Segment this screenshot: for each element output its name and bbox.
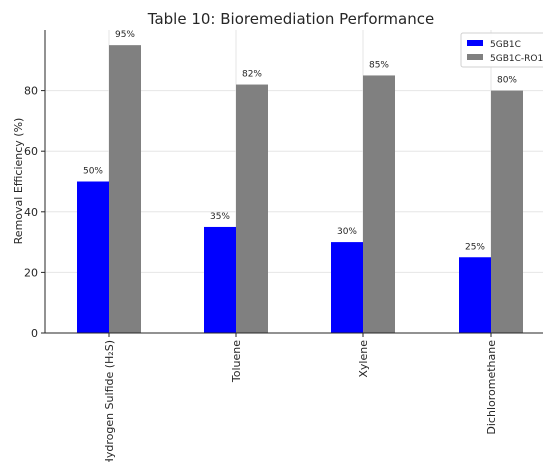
bar-value-label: 30% [337,227,357,237]
bar-value-label: 50% [83,167,103,177]
axes [41,30,543,337]
bar-value-label: 85% [369,60,389,70]
bar-value-label: 25% [465,242,485,252]
x-tick-label: Toluene [230,340,243,383]
legend: 5GB1C 5GB1C-RO1 [460,32,543,68]
legend-label: 5GB1C [490,40,521,50]
bar-series1 [331,242,363,333]
bar-series1 [204,226,236,333]
x-tick-label: Dichloromethane [485,340,498,435]
labels: 0 20 40 60 80 50% 35% 30% 25% 95% 82% 85% 80% Hydroge… [24,30,517,466]
legend-swatch [467,54,483,60]
bar-value-label: 80% [497,76,517,86]
bar-series2 [109,45,141,334]
y-tick-label: 80 [24,85,38,98]
y-tick-label: 60 [24,145,38,158]
bar-value-label: 35% [210,212,230,222]
bar-value-label: 95% [115,30,135,40]
bars [77,45,523,334]
bar-series2 [236,84,268,333]
x-tick-label: Xylene [357,340,370,378]
chart-title: Table 10: Bioremediation Performance [147,10,434,28]
legend-swatch [467,40,483,46]
bar-series1 [459,257,491,333]
bar-series1 [77,181,109,333]
y-tick-label: 40 [24,206,38,219]
legend-label: 5GB1C-RO1 [490,54,543,64]
y-axis-title: Removal Efficiency (%) [12,118,25,245]
bar-series2 [363,75,395,333]
x-tick-label: Hydrogen Sulfide (H₂S) [103,340,116,462]
bar-value-label: 82% [242,70,262,80]
y-tick-label: 20 [24,266,38,279]
bar-series2 [491,90,523,333]
y-tick-label: 0 [31,327,38,340]
